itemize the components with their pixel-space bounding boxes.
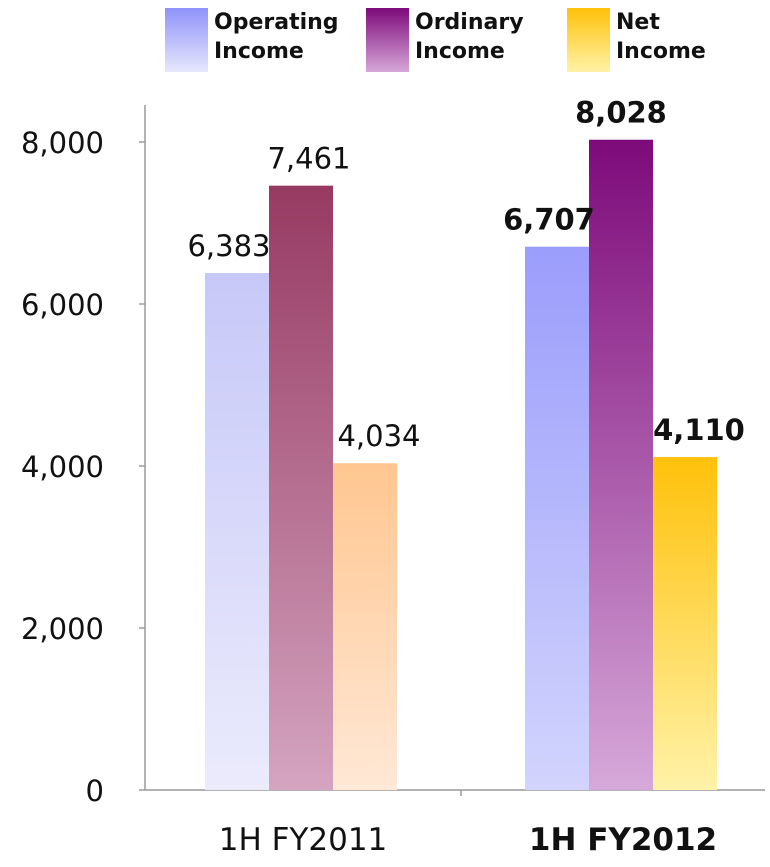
- legend-swatch-ordinary-income: [366, 8, 409, 72]
- bar-operating-income-1h-fy2011: [205, 272, 269, 790]
- bar-ordinary-income-1h-fy2012: [589, 139, 653, 790]
- x-category-label: 1H FY2012: [529, 822, 717, 858]
- y-tick-label: 0: [86, 774, 104, 808]
- legend-label-operating-income: Operating: [214, 10, 339, 35]
- data-label-ordinary-income-1h-fy2011: 7,461: [267, 142, 350, 176]
- bar-net-income-1h-fy2011: [333, 463, 397, 790]
- data-label-net-income-1h-fy2011: 4,034: [337, 419, 420, 453]
- y-tick-label: 6,000: [21, 288, 104, 322]
- bar-net-income-1h-fy2012: [653, 457, 717, 790]
- bar-ordinary-income-1h-fy2011: [269, 185, 333, 790]
- legend-label-operating-income: Income: [214, 39, 304, 64]
- legend: Operating Income Ordinary Income Net Income: [165, 8, 706, 72]
- y-tick-label: 2,000: [21, 612, 104, 646]
- data-label-net-income-1h-fy2012: 4,110: [653, 413, 745, 447]
- x-category-label: 1H FY2011: [219, 822, 388, 858]
- legend-label-net-income: Income: [616, 39, 706, 64]
- data-label-operating-income-1h-fy2012: 6,707: [503, 203, 595, 237]
- x-axis-categories: 1H FY2011 1H FY2012: [219, 822, 717, 858]
- legend-swatch-operating-income: [165, 8, 208, 72]
- bar-operating-income-1h-fy2012: [525, 246, 589, 790]
- legend-label-ordinary-income: Income: [415, 39, 505, 64]
- legend-label-net-income: Net: [616, 10, 660, 35]
- data-label-operating-income-1h-fy2011: 6,383: [187, 229, 270, 263]
- y-tick-label: 8,000: [21, 126, 104, 160]
- data-label-ordinary-income-1h-fy2012: 8,028: [575, 96, 667, 130]
- legend-swatch-net-income: [567, 8, 610, 72]
- y-axis-ticks: 0 2,000 4,000 6,000 8,000: [21, 126, 462, 808]
- bars: [205, 139, 717, 790]
- data-labels: 6,383 7,461 4,034 6,707 8,028 4,110: [187, 96, 744, 454]
- legend-label-ordinary-income: Ordinary: [415, 10, 524, 35]
- y-tick-label: 4,000: [21, 450, 104, 484]
